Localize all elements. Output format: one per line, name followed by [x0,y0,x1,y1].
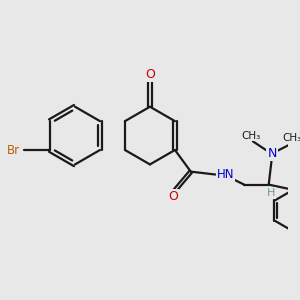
Text: HN: HN [217,168,234,181]
Text: CH₃: CH₃ [242,130,261,141]
Text: CH₃: CH₃ [282,134,300,143]
Text: H: H [267,188,275,198]
Text: N: N [268,147,277,160]
Text: Br: Br [7,143,20,157]
Text: O: O [145,68,155,81]
Text: O: O [169,190,178,203]
